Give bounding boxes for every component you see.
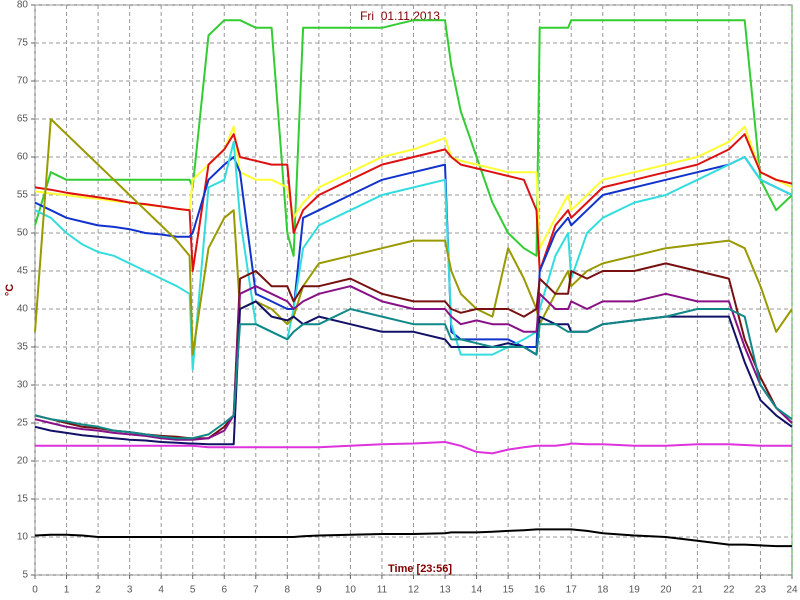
x-tick-label: 16 <box>534 585 546 596</box>
x-tick-label: 22 <box>723 585 735 596</box>
series-line <box>34 140 793 371</box>
x-tick-label: 10 <box>345 585 357 596</box>
y-tick-label: 10 <box>17 532 29 543</box>
x-tick-label: 24 <box>786 585 798 596</box>
series-line <box>34 285 793 441</box>
x-tick-label: 17 <box>566 585 578 596</box>
y-tick-label: 45 <box>17 266 29 277</box>
y-axis-label: °C <box>4 284 16 296</box>
x-tick-label: 0 <box>32 585 38 596</box>
x-tick-label: 15 <box>503 585 515 596</box>
series-line <box>34 133 793 272</box>
x-tick-label: 12 <box>408 585 420 596</box>
x-tick-label: 1 <box>64 585 70 596</box>
y-tick-label: 25 <box>17 418 29 429</box>
y-tick-label: 60 <box>17 152 29 163</box>
x-tick-label: 23 <box>755 585 767 596</box>
x-tick-label: 8 <box>285 585 291 596</box>
series-line <box>34 308 793 440</box>
y-tick-label: 30 <box>17 380 29 391</box>
series-line <box>35 441 792 455</box>
y-tick-label: 70 <box>17 76 29 87</box>
x-tick-label: 19 <box>629 585 641 596</box>
x-tick-label: 3 <box>127 585 133 596</box>
y-tick-label: 35 <box>17 342 29 353</box>
x-tick-label: 5 <box>190 585 196 596</box>
x-tick-label: 9 <box>316 585 322 596</box>
y-tick-label: 50 <box>17 228 29 239</box>
series-line <box>34 528 792 548</box>
y-tick-label: 20 <box>17 456 29 467</box>
series-line <box>34 156 793 348</box>
x-tick-label: 18 <box>597 585 609 596</box>
x-tick-label: 2 <box>95 585 101 596</box>
series-line <box>34 118 793 356</box>
x-tick-label: 6 <box>221 585 227 596</box>
x-tick-label: 4 <box>158 585 164 596</box>
y-tick-label: 80 <box>17 0 29 11</box>
y-tick-label: 65 <box>17 114 29 125</box>
x-tick-label: 21 <box>692 585 704 596</box>
y-tick-label: 75 <box>17 38 29 49</box>
y-tick-label: 5 <box>22 570 28 581</box>
y-tick-label: 15 <box>17 494 29 505</box>
series-line <box>34 19 793 257</box>
x-tick-label: 13 <box>439 585 451 596</box>
x-tick-label: 20 <box>660 585 672 596</box>
x-tick-label: 14 <box>471 585 483 596</box>
y-tick-label: 55 <box>17 190 29 201</box>
x-tick-label: 7 <box>253 585 259 596</box>
y-tick-label: 40 <box>17 304 29 315</box>
x-axis-label: Time [23:56] <box>388 563 452 575</box>
x-tick-label: 11 <box>377 585 388 596</box>
